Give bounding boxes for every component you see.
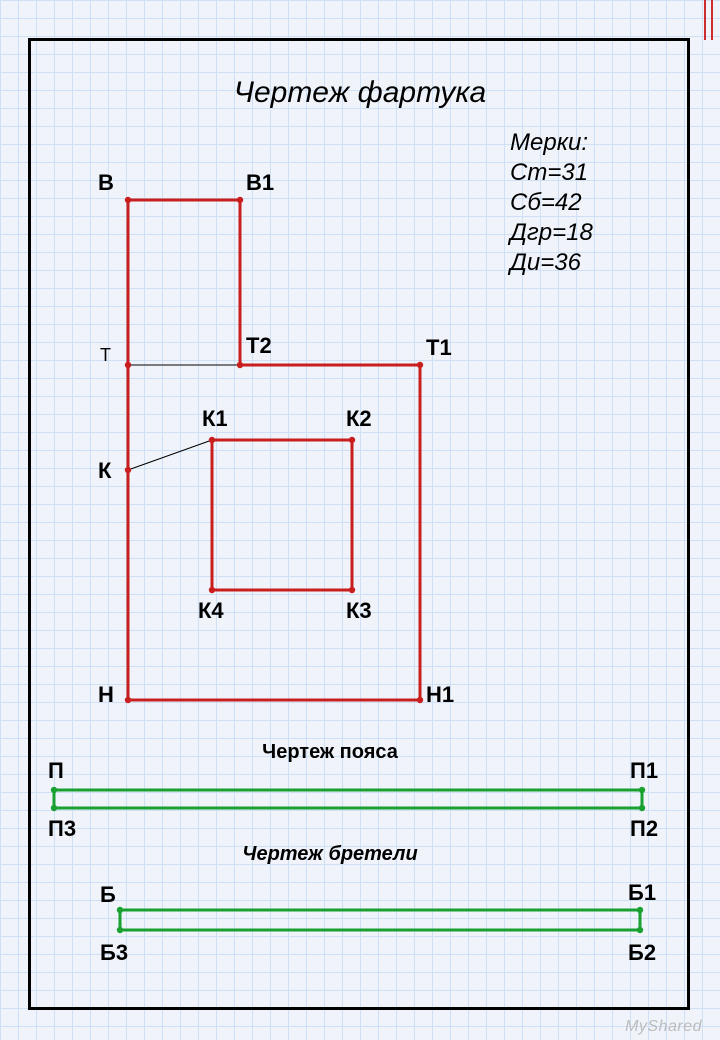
label-P2: П2 xyxy=(630,816,658,841)
apron-points xyxy=(125,197,423,703)
pocket-outline xyxy=(212,440,352,590)
label-K2: К2 xyxy=(346,406,372,431)
label-P: П xyxy=(48,758,64,783)
label-T: Т xyxy=(100,345,111,365)
subtitle-belt: Чертеж пояса xyxy=(262,741,399,763)
label-B: Б xyxy=(100,882,116,907)
measurement-st: Ст=31 xyxy=(510,159,588,186)
label-N1: Н1 xyxy=(426,682,454,707)
subtitle-strap: Чертеж бретели xyxy=(242,843,417,865)
label-T1: Т1 xyxy=(426,335,452,360)
label-P1: П1 xyxy=(630,758,658,783)
label-V: В xyxy=(98,170,114,195)
pocket-ref-line xyxy=(128,440,212,470)
label-K1: К1 xyxy=(202,406,228,431)
label-B2: Б2 xyxy=(628,940,656,965)
measurement-dgr: Дгр=18 xyxy=(507,219,593,246)
measurements-heading: Мерки: xyxy=(510,129,588,156)
apron-outline xyxy=(128,200,420,700)
diagram-title: Чертеж фартука xyxy=(234,76,487,109)
label-P3: П3 xyxy=(48,816,76,841)
watermark: MyShared xyxy=(625,1018,702,1036)
label-K: К xyxy=(98,458,112,483)
diagram-canvas: Чертеж фартука Мерки: Ст=31 Сб=42 Дгр=18… xyxy=(0,0,720,1040)
label-N: Н xyxy=(98,682,114,707)
label-K4: К4 xyxy=(198,598,224,623)
measurement-sb: Сб=42 xyxy=(510,189,582,216)
label-V1: В1 xyxy=(246,170,274,195)
strap-outline xyxy=(120,910,640,930)
label-B1: Б1 xyxy=(628,880,656,905)
belt-outline xyxy=(54,790,642,808)
label-K3: К3 xyxy=(346,598,372,623)
measurement-di: Ди=36 xyxy=(507,249,582,276)
label-B3: Б3 xyxy=(100,940,128,965)
label-T2: Т2 xyxy=(246,333,272,358)
